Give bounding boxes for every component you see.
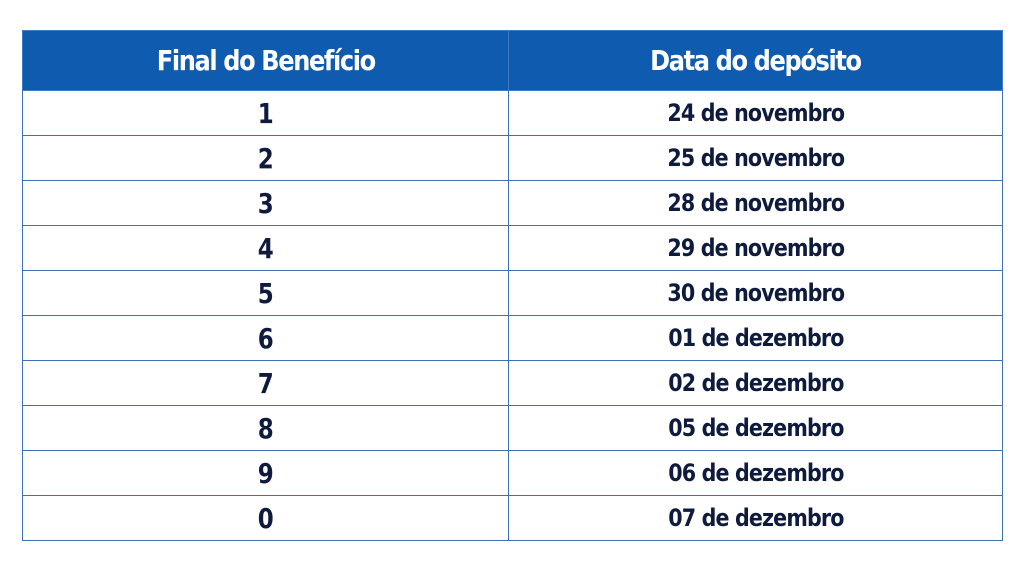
final-cell: 0 [22,495,509,541]
table-row: 3 28 de novembro [22,180,1003,226]
table-row: 6 01 de dezembro [22,315,1003,361]
table-row: 5 30 de novembro [22,270,1003,316]
table-row: 0 07 de dezembro [22,495,1003,541]
table-row: 4 29 de novembro [22,225,1003,271]
final-value: 0 [257,501,274,535]
final-cell: 5 [22,270,509,316]
date-value: 25 de novembro [667,144,845,172]
table-row: 8 05 de dezembro [22,405,1003,451]
final-cell: 3 [22,180,509,226]
header-final-beneficio-label: Final do Benefício [156,44,375,77]
date-value: 05 de dezembro [667,414,844,442]
final-value: 9 [257,456,274,490]
date-cell: 01 de dezembro [508,315,1003,361]
final-cell: 2 [22,135,509,181]
final-cell: 1 [22,90,509,136]
final-cell: 9 [22,450,509,496]
date-value: 30 de novembro [667,279,845,307]
date-cell: 07 de dezembro [508,495,1003,541]
table-header: Final do Benefício Data do depósito [22,30,1003,91]
final-value: 3 [257,186,274,220]
date-value: 02 de dezembro [667,369,844,397]
table-body: 1 24 de novembro 2 25 de novembro 3 28 d… [22,90,1003,541]
date-value: 07 de dezembro [667,504,844,532]
final-cell: 6 [22,315,509,361]
header-final-beneficio: Final do Benefício [22,30,509,91]
date-value: 24 de novembro [667,99,845,127]
date-cell: 24 de novembro [508,90,1003,136]
final-cell: 4 [22,225,509,271]
date-cell: 02 de dezembro [508,360,1003,406]
final-value: 1 [257,96,274,130]
date-value: 29 de novembro [667,234,845,262]
date-cell: 06 de dezembro [508,450,1003,496]
header-data-deposito-label: Data do depósito [650,44,862,77]
header-row: Final do Benefício Data do depósito [22,30,1003,91]
final-value: 8 [257,411,274,445]
date-cell: 28 de novembro [508,180,1003,226]
final-value: 7 [257,366,274,400]
final-value: 5 [257,276,274,310]
date-cell: 30 de novembro [508,270,1003,316]
header-data-deposito: Data do depósito [508,30,1003,91]
date-cell: 25 de novembro [508,135,1003,181]
table-row: 9 06 de dezembro [22,450,1003,496]
date-cell: 29 de novembro [508,225,1003,271]
final-cell: 8 [22,405,509,451]
final-value: 2 [257,141,274,175]
table-row: 7 02 de dezembro [22,360,1003,406]
date-value: 01 de dezembro [667,324,844,352]
table-row: 1 24 de novembro [22,90,1003,136]
table-row: 2 25 de novembro [22,135,1003,181]
payment-schedule-table: Final do Benefício Data do depósito 1 24… [22,30,1003,541]
final-value: 6 [257,321,274,355]
final-cell: 7 [22,360,509,406]
date-value: 06 de dezembro [667,459,844,487]
date-cell: 05 de dezembro [508,405,1003,451]
date-value: 28 de novembro [667,189,845,217]
final-value: 4 [257,231,274,265]
